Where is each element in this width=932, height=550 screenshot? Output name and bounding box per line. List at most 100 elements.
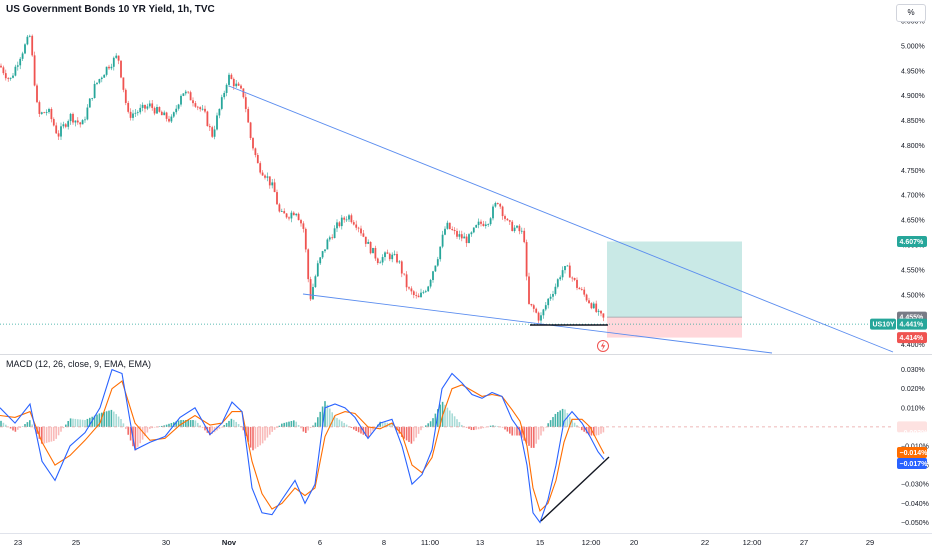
- candle-body: [163, 112, 166, 116]
- price-axis-tick: 4.850%: [901, 118, 925, 125]
- time-axis-tick: 20: [630, 538, 638, 547]
- histogram-bar: [535, 426, 537, 444]
- candle-body: [266, 176, 269, 178]
- histogram-bar: [597, 426, 600, 436]
- candle-body: [489, 218, 492, 225]
- histogram-bar: [432, 418, 434, 427]
- candle-body: [566, 265, 569, 267]
- candle-body: [122, 77, 125, 90]
- last-price-tag: 4.441%: [900, 322, 925, 329]
- candle-body: [537, 312, 540, 321]
- histogram-bar: [86, 418, 89, 427]
- candle-body: [247, 108, 250, 123]
- candle-body: [451, 229, 454, 231]
- candle-body: [57, 133, 60, 137]
- histogram-bar: [365, 426, 367, 437]
- histogram-bar: [401, 426, 403, 437]
- histogram-bar: [199, 425, 201, 427]
- histogram-bar: [295, 421, 297, 427]
- histogram-bar: [554, 413, 557, 427]
- candle-body: [439, 246, 442, 260]
- candle-body: [470, 232, 473, 235]
- candle-body: [136, 112, 139, 114]
- histogram-bar: [271, 426, 273, 432]
- stop-price-tag-bg: [897, 332, 927, 344]
- histogram-bar: [211, 426, 213, 434]
- candle-body: [499, 203, 502, 207]
- histogram-bar: [285, 422, 288, 427]
- candle-body: [283, 211, 286, 214]
- histogram-bar: [247, 426, 249, 442]
- candle-body: [472, 227, 475, 233]
- histogram-bar: [158, 426, 161, 427]
- candle-body: [264, 175, 266, 178]
- candle-body: [93, 83, 96, 99]
- histogram-bar: [21, 425, 24, 427]
- percent-scale-button[interactable]: %: [896, 4, 926, 22]
- histogram-bar: [264, 426, 266, 441]
- histogram-bar: [141, 426, 144, 440]
- candle-body: [520, 230, 523, 232]
- candle-body: [590, 303, 593, 309]
- histogram-bar: [533, 426, 535, 448]
- histogram-bar: [564, 409, 566, 427]
- target-price-tag: 4.607%: [900, 239, 925, 246]
- histogram-bar: [57, 426, 60, 436]
- candle-body: [115, 55, 118, 58]
- signal-tag-bg: [897, 447, 927, 458]
- candle-body: [552, 293, 554, 297]
- candle-body: [357, 227, 360, 229]
- target-zone: [607, 241, 742, 318]
- histogram-bar: [185, 420, 187, 427]
- candle-body: [417, 295, 420, 298]
- histogram-bar: [461, 424, 463, 427]
- histogram-bar: [506, 426, 509, 432]
- histogram-bar: [528, 426, 530, 446]
- candle-body: [393, 254, 396, 255]
- candle-body: [180, 95, 182, 105]
- candle-body: [280, 211, 283, 212]
- candle-body: [232, 78, 235, 87]
- histogram-bar: [321, 406, 324, 427]
- histogram-bar: [307, 426, 309, 431]
- candle-body: [204, 108, 206, 112]
- histogram-bar: [492, 425, 494, 427]
- histogram-bar: [43, 426, 45, 444]
- candle-body: [271, 182, 274, 186]
- histogram-bar: [470, 426, 473, 431]
- candle-body: [309, 279, 312, 300]
- time-axis-tick: 11:00: [421, 538, 439, 547]
- histogram-bar: [65, 424, 67, 427]
- histogram-bar: [269, 426, 271, 435]
- candle-body: [252, 138, 254, 149]
- candle-body: [240, 85, 242, 89]
- histogram-bar: [521, 426, 523, 438]
- histogram-bar: [468, 426, 470, 429]
- histogram-bar: [477, 426, 480, 430]
- histogram-bar: [170, 422, 173, 427]
- candle-body: [583, 289, 586, 295]
- candle-body: [360, 228, 362, 234]
- candle-body: [487, 224, 490, 225]
- candle-body: [88, 98, 91, 108]
- histogram-bar: [336, 417, 338, 427]
- candle-body: [2, 67, 5, 74]
- candle-body: [434, 265, 437, 272]
- candle-body: [312, 287, 314, 300]
- histogram-bar: [357, 426, 360, 433]
- candle-body: [528, 276, 530, 304]
- candle-body: [403, 273, 406, 275]
- histogram-bar: [125, 426, 127, 430]
- candle-body: [7, 78, 10, 80]
- candle-body: [355, 224, 358, 228]
- candle-body: [268, 176, 271, 186]
- candle-body: [544, 305, 547, 310]
- candle-body: [132, 113, 134, 118]
- candle-body: [304, 228, 307, 250]
- candle-body: [96, 82, 98, 84]
- histogram-bar: [192, 420, 194, 427]
- candle-body: [600, 310, 602, 314]
- price-axis-tick: 4.700%: [901, 193, 925, 200]
- histogram-bar: [326, 404, 329, 427]
